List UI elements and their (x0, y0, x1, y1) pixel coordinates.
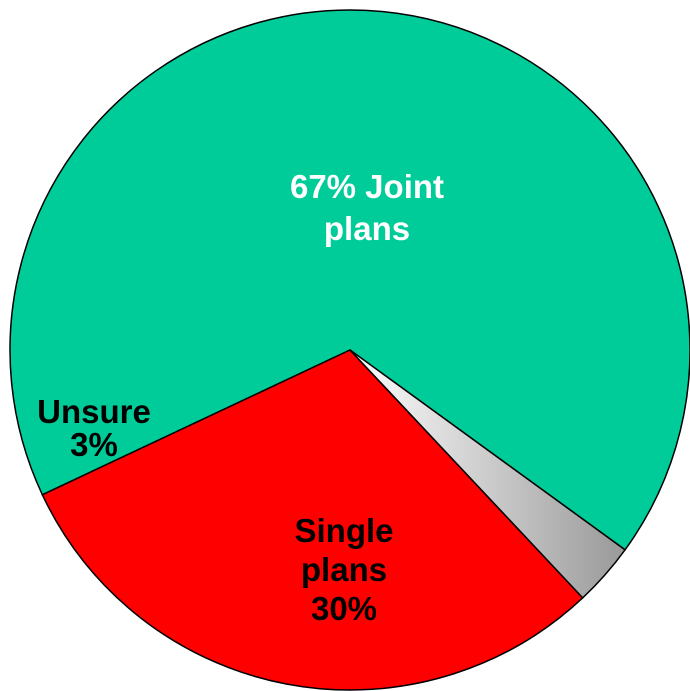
pie-slice-unsure (349, 349, 627, 599)
slice-label-unsure: Unsure 3% (37, 393, 151, 463)
slice-label-single-plans: Single plans 30% (294, 512, 393, 627)
slice-label-joint-plans: 67% Joint plans (290, 168, 444, 247)
pie-slice-single-plans (41, 349, 584, 691)
